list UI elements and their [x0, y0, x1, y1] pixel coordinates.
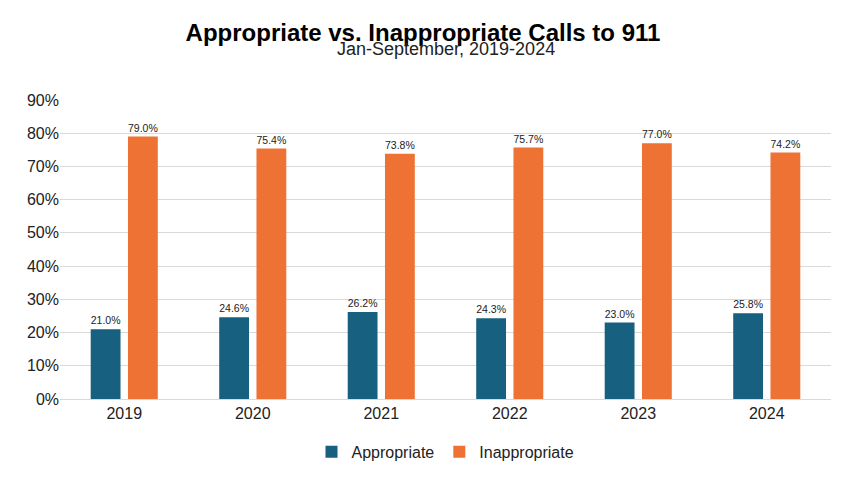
svg-text:20%: 20%: [27, 324, 59, 341]
svg-text:2020: 2020: [235, 405, 271, 422]
svg-text:24.6%: 24.6%: [219, 302, 249, 314]
svg-text:60%: 60%: [27, 191, 59, 208]
svg-text:77.0%: 77.0%: [642, 128, 672, 140]
svg-text:2024: 2024: [749, 405, 785, 422]
svg-text:2021: 2021: [363, 405, 399, 422]
svg-text:75.7%: 75.7%: [513, 133, 543, 145]
svg-text:2019: 2019: [106, 405, 142, 422]
svg-text:21.0%: 21.0%: [91, 314, 121, 326]
svg-text:25.8%: 25.8%: [733, 298, 763, 310]
svg-text:2023: 2023: [620, 405, 656, 422]
svg-text:26.2%: 26.2%: [348, 297, 378, 309]
svg-text:90%: 90%: [27, 92, 59, 109]
svg-text:79.0%: 79.0%: [128, 122, 158, 134]
svg-text:0%: 0%: [36, 391, 59, 408]
svg-text:Appropriate: Appropriate: [352, 444, 435, 461]
svg-text:75.4%: 75.4%: [256, 134, 286, 146]
svg-text:74.2%: 74.2%: [770, 138, 800, 150]
svg-text:70%: 70%: [27, 158, 59, 175]
svg-text:10%: 10%: [27, 357, 59, 374]
svg-text:24.3%: 24.3%: [476, 303, 506, 315]
svg-text:23.0%: 23.0%: [605, 308, 635, 320]
svg-text:Appropriate vs. Inappropriate: Appropriate vs. Inappropriate Calls to 9…: [186, 19, 661, 46]
svg-text:50%: 50%: [27, 224, 59, 241]
svg-text:Inappropriate: Inappropriate: [479, 444, 573, 461]
svg-text:73.8%: 73.8%: [385, 139, 415, 151]
svg-text:Jan-September, 2019-2024: Jan-September, 2019-2024: [337, 39, 555, 59]
svg-text:2022: 2022: [492, 405, 528, 422]
svg-text:30%: 30%: [27, 291, 59, 308]
svg-text:80%: 80%: [27, 125, 59, 142]
svg-text:40%: 40%: [27, 258, 59, 275]
